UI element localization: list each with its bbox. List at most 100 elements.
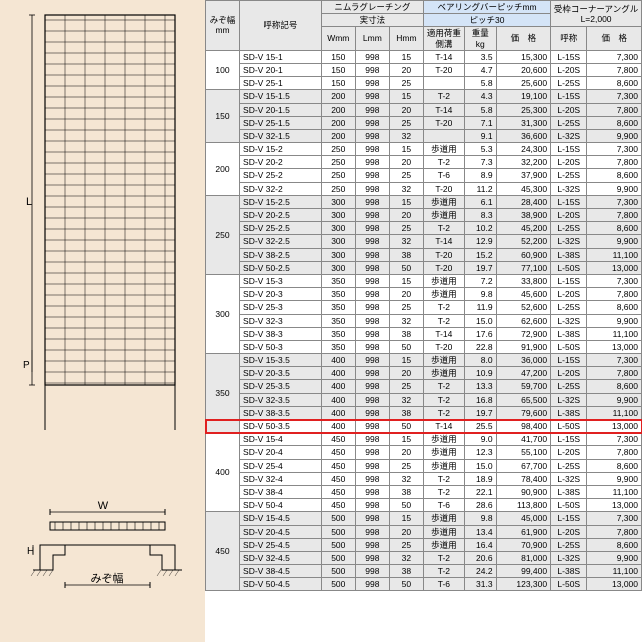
cell-L: 998 <box>355 50 389 63</box>
cell-weight: 19.7 <box>464 261 496 274</box>
cell-angle: L-15S <box>551 354 587 367</box>
cell-load: 歩道用 <box>423 367 464 380</box>
cell-price2: 7,800 <box>587 446 642 459</box>
cell-price: 38,900 <box>496 209 551 222</box>
cell-angle: L-25S <box>551 301 587 314</box>
cell-kigou: SD-V 50-4 <box>240 499 322 512</box>
cell-kigou: SD-V 15-1 <box>240 50 322 63</box>
cell-weight: 15.0 <box>464 314 496 327</box>
table-row: SD-V 32-1.5200998329.136,600L-32S9,900 <box>206 129 642 142</box>
cell-L: 998 <box>355 433 389 446</box>
cell-kigou: SD-V 38-3.5 <box>240 406 322 419</box>
cell-kigou: SD-V 25-4.5 <box>240 538 322 551</box>
cell-kigou: SD-V 38-4.5 <box>240 565 322 578</box>
cell-H: 32 <box>389 472 423 485</box>
cell-L: 998 <box>355 195 389 208</box>
cell-weight: 22.1 <box>464 485 496 498</box>
cell-angle: L-38S <box>551 406 587 419</box>
cell-H: 32 <box>389 314 423 327</box>
cell-H: 15 <box>389 50 423 63</box>
cell-price: 33,800 <box>496 274 551 287</box>
cell-price: 77,100 <box>496 261 551 274</box>
cell-angle: L-15S <box>551 512 587 525</box>
hdr-kigou2: 呼称 <box>551 27 587 50</box>
cell-price2: 7,300 <box>587 274 642 287</box>
cell-H: 50 <box>389 261 423 274</box>
cell-load: T-6 <box>423 169 464 182</box>
table-row: SD-V 20-2.530099820歩道用8.338,900L-20S7,80… <box>206 209 642 222</box>
cell-kigou: SD-V 32-2.5 <box>240 235 322 248</box>
cell-W: 250 <box>321 169 355 182</box>
cell-load: T-2 <box>423 406 464 419</box>
table-row: SD-V 20-3.540099820歩道用10.947,200L-20S7,8… <box>206 367 642 380</box>
cell-weight: 22.8 <box>464 340 496 353</box>
cell-kigou: SD-V 25-2 <box>240 169 322 182</box>
cell-H: 25 <box>389 459 423 472</box>
table-row: SD-V 25-445099825歩道用15.067,700L-25S8,600 <box>206 459 642 472</box>
cell-angle: L-20S <box>551 103 587 116</box>
label-P: P <box>23 360 30 371</box>
hdr-kakaku1: 価 格 <box>496 27 551 50</box>
cell-kigou: SD-V 25-1.5 <box>240 116 322 129</box>
table-row: SD-V 32-445099832T-218.978,400L-32S9,900 <box>206 472 642 485</box>
cell-H: 20 <box>389 525 423 538</box>
cell-angle: L-15S <box>551 195 587 208</box>
cell-weight: 28.6 <box>464 499 496 512</box>
cell-price: 62,600 <box>496 314 551 327</box>
cell-kigou: SD-V 32-3 <box>240 314 322 327</box>
cell-price2: 7,300 <box>587 433 642 446</box>
cell-load: 歩道用 <box>423 512 464 525</box>
cell-kigou: SD-V 38-3 <box>240 327 322 340</box>
table-row: SD-V 38-4.550099838T-224.299,400L-38S11,… <box>206 565 642 578</box>
cell-L: 998 <box>355 393 389 406</box>
cell-kigou: SD-V 15-3 <box>240 274 322 287</box>
cell-mizo: 250 <box>206 195 240 274</box>
cell-price2: 7,800 <box>587 103 642 116</box>
cell-angle: L-32S <box>551 182 587 195</box>
cell-W: 450 <box>321 459 355 472</box>
cell-kigou: SD-V 15-2 <box>240 143 322 156</box>
cell-load: 歩道用 <box>423 274 464 287</box>
cell-weight: 9.8 <box>464 288 496 301</box>
cell-angle: L-20S <box>551 288 587 301</box>
cell-kigou: SD-V 38-2.5 <box>240 248 322 261</box>
cell-weight: 4.7 <box>464 63 496 76</box>
cell-weight: 20.6 <box>464 551 496 564</box>
cell-W: 400 <box>321 380 355 393</box>
cell-W: 200 <box>321 90 355 103</box>
cell-load: T-6 <box>423 499 464 512</box>
cell-load: 歩道用 <box>423 433 464 446</box>
cell-W: 300 <box>321 195 355 208</box>
cell-L: 998 <box>355 314 389 327</box>
cell-load: T-14 <box>423 50 464 63</box>
cell-price: 36,600 <box>496 129 551 142</box>
cell-weight: 15.2 <box>464 248 496 261</box>
cell-price2: 13,000 <box>587 420 642 433</box>
cell-price: 24,300 <box>496 143 551 156</box>
cell-angle: L-38S <box>551 248 587 261</box>
cell-W: 500 <box>321 512 355 525</box>
hdr-nimura: ニムラグレーチング <box>321 1 423 14</box>
cell-price2: 9,900 <box>587 472 642 485</box>
cell-price: 15,300 <box>496 50 551 63</box>
cell-weight: 8.3 <box>464 209 496 222</box>
cell-price: 45,000 <box>496 512 551 525</box>
cell-H: 20 <box>389 209 423 222</box>
table-row: SD-V 32-3.540099832T-216.865,500L-32S9,9… <box>206 393 642 406</box>
cell-price: 98,400 <box>496 420 551 433</box>
cell-weight: 8.0 <box>464 354 496 367</box>
cell-angle: L-20S <box>551 63 587 76</box>
cell-price2: 13,000 <box>587 340 642 353</box>
cell-H: 32 <box>389 235 423 248</box>
cell-kigou: SD-V 32-4 <box>240 472 322 485</box>
cell-price2: 7,300 <box>587 354 642 367</box>
cell-weight: 8.9 <box>464 169 496 182</box>
cell-angle: L-50S <box>551 578 587 591</box>
cell-W: 500 <box>321 551 355 564</box>
cell-H: 15 <box>389 354 423 367</box>
cell-load: T-20 <box>423 248 464 261</box>
cell-weight: 7.2 <box>464 274 496 287</box>
table-row: 350SD-V 15-3.540099815歩道用8.036,000L-15S7… <box>206 354 642 367</box>
cell-angle: L-25S <box>551 222 587 235</box>
table-row: SD-V 32-225099832T-2011.245,300L-32S9,90… <box>206 182 642 195</box>
